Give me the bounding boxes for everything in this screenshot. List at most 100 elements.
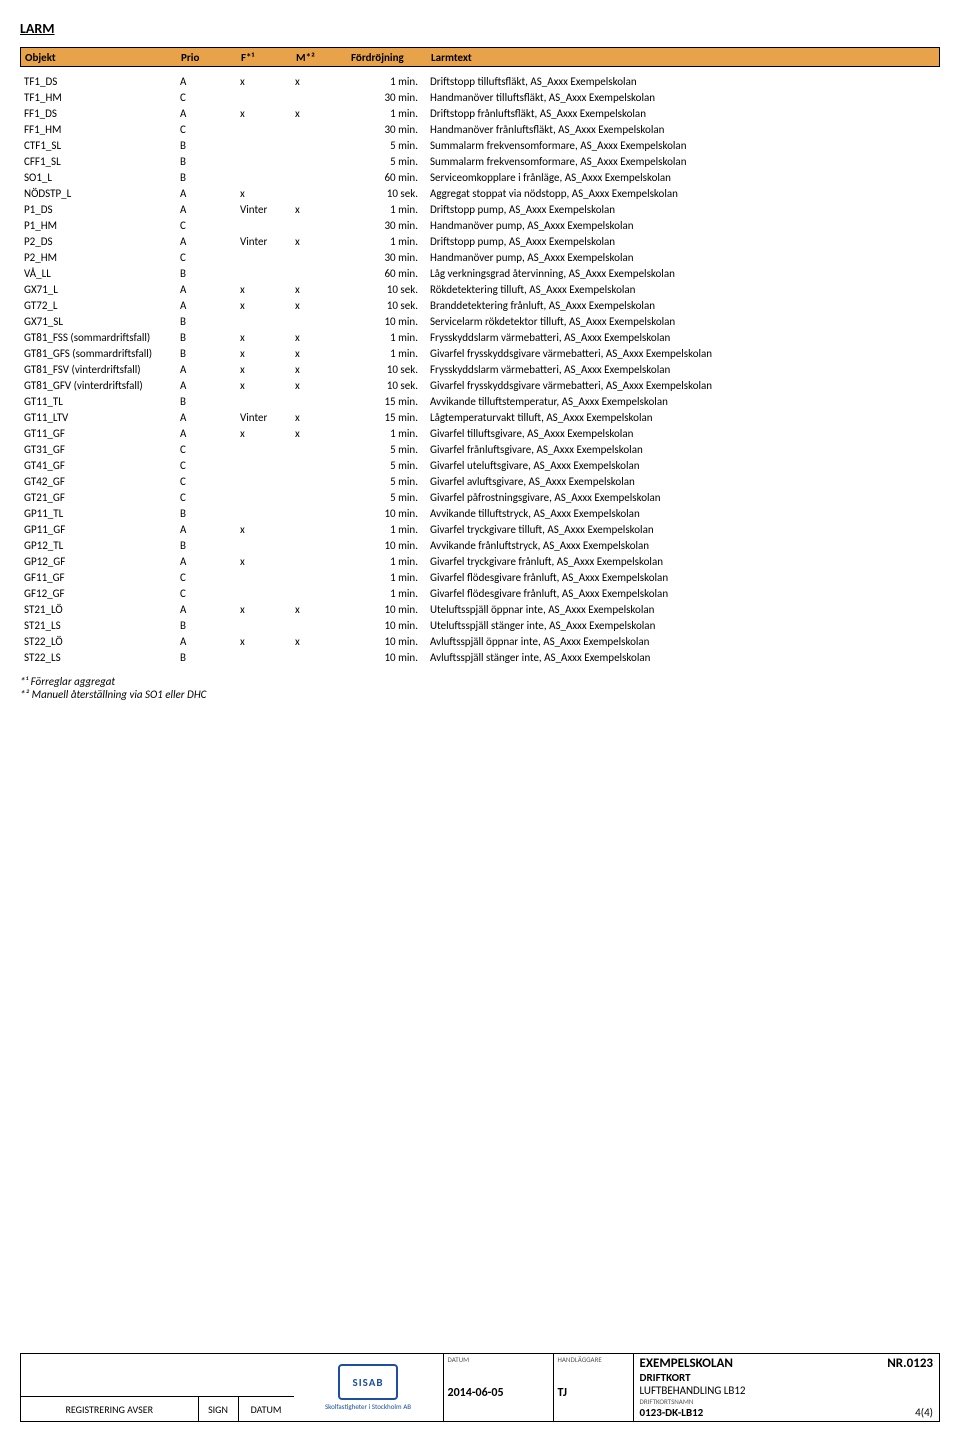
footer-sub2: LUFTBEHANDLING LB12	[640, 1384, 933, 1397]
cell-ford: 60 min.	[350, 267, 430, 280]
cell-f: x	[240, 75, 295, 88]
table-row: CFF1_SLB5 min.Summalarm frekvensomformar…	[20, 153, 940, 169]
cell-prio: A	[180, 187, 240, 200]
cell-ford: 1 min.	[350, 75, 430, 88]
cell-ford: 15 min.	[350, 395, 430, 408]
cell-m: x	[295, 331, 350, 344]
cell-f: x	[240, 427, 295, 440]
table-body: TF1_DSAxx1 min.Driftstopp tilluftsfläkt,…	[20, 73, 940, 665]
cell-m: x	[295, 235, 350, 248]
table-row: ST22_LÖAxx10 min.Avluftsspjäll öppnar in…	[20, 633, 940, 649]
cell-objekt: P2_DS	[20, 235, 180, 248]
cell-objekt: TF1_HM	[20, 91, 180, 104]
cell-f: x	[240, 299, 295, 312]
cell-f: x	[240, 379, 295, 392]
cell-m: x	[295, 603, 350, 616]
cell-larm: Uteluftsspjäll öppnar inte, AS_Axxx Exem…	[430, 603, 940, 616]
cell-m: x	[295, 107, 350, 120]
header-f: F*¹	[241, 51, 296, 64]
cell-larm: Givarfel tryckgivare frånluft, AS_Axxx E…	[430, 555, 940, 568]
cell-prio: C	[180, 123, 240, 136]
cell-prio: B	[180, 347, 240, 360]
footer-datum-col: DATUM 2014-06-05	[444, 1354, 554, 1421]
header-prio: Prio	[181, 51, 241, 64]
cell-larm: Handmanöver tilluftsfläkt, AS_Axxx Exemp…	[430, 91, 940, 104]
cell-f: x	[240, 331, 295, 344]
cell-objekt: VÅ_LL	[20, 267, 180, 280]
cell-f: x	[240, 363, 295, 376]
cell-larm: Servicelarm rökdetektor tilluft, AS_Axxx…	[430, 315, 940, 328]
cell-larm: Serviceomkopplare i frånläge, AS_Axxx Ex…	[430, 171, 940, 184]
cell-ford: 10 sek.	[350, 187, 430, 200]
cell-objekt: ST22_LS	[20, 651, 180, 664]
cell-larm: Givarfel frysskyddsgivare värmebatteri, …	[430, 379, 940, 392]
cell-larm: Frysskyddslarm värmebatteri, AS_Axxx Exe…	[430, 363, 940, 376]
cell-prio: B	[180, 139, 240, 152]
cell-ford: 10 min.	[350, 635, 430, 648]
cell-m: x	[295, 203, 350, 216]
cell-objekt: ST22_LÖ	[20, 635, 180, 648]
cell-prio: C	[180, 219, 240, 232]
table-row: TF1_HMC30 min.Handmanöver tilluftsfläkt,…	[20, 89, 940, 105]
cell-f: Vinter	[240, 411, 295, 424]
cell-larm: Driftstopp pump, AS_Axxx Exempelskolan	[430, 235, 940, 248]
cell-objekt: GT72_L	[20, 299, 180, 312]
cell-m: x	[295, 283, 350, 296]
cell-larm: Driftstopp tilluftsfläkt, AS_Axxx Exempe…	[430, 75, 940, 88]
cell-objekt: GP12_GF	[20, 555, 180, 568]
cell-ford: 30 min.	[350, 251, 430, 264]
cell-ford: 10 sek.	[350, 363, 430, 376]
cell-ford: 1 min.	[350, 347, 430, 360]
cell-ford: 10 min.	[350, 603, 430, 616]
cell-prio: B	[180, 539, 240, 552]
footnote-1: *¹ Förreglar aggregat	[20, 675, 940, 688]
dk-label: DRIFTKORTSNAMN	[640, 1397, 933, 1406]
cell-prio: A	[180, 203, 240, 216]
cell-larm: Handmanöver frånluftsfläkt, AS_Axxx Exem…	[430, 123, 940, 136]
cell-objekt: P1_DS	[20, 203, 180, 216]
table-row: ST21_LSB10 min.Uteluftsspjäll stänger in…	[20, 617, 940, 633]
cell-ford: 1 min.	[350, 555, 430, 568]
cell-prio: C	[180, 571, 240, 584]
cell-prio: A	[180, 555, 240, 568]
cell-prio: B	[180, 155, 240, 168]
cell-objekt: P1_HM	[20, 219, 180, 232]
cell-objekt: CFF1_SL	[20, 155, 180, 168]
table-row: FF1_DSAxx1 min.Driftstopp frånluftsfläkt…	[20, 105, 940, 121]
cell-ford: 10 sek.	[350, 379, 430, 392]
table-row: GP11_GFAx1 min.Givarfel tryckgivare till…	[20, 521, 940, 537]
table-row: P1_DSAVinterx1 min.Driftstopp pump, AS_A…	[20, 201, 940, 217]
cell-prio: A	[180, 235, 240, 248]
header-ford: Fördröjning	[351, 51, 431, 64]
cell-larm: Givarfel frånluftsgivare, AS_Axxx Exempe…	[430, 443, 940, 456]
header-larm: Larmtext	[431, 51, 939, 64]
cell-objekt: GT21_GF	[20, 491, 180, 504]
cell-prio: B	[180, 651, 240, 664]
cell-larm: Handmanöver pump, AS_Axxx Exempelskolan	[430, 251, 940, 264]
cell-larm: Givarfel tilluftsgivare, AS_Axxx Exempel…	[430, 427, 940, 440]
cell-prio: C	[180, 459, 240, 472]
cell-objekt: GP11_GF	[20, 523, 180, 536]
cell-ford: 5 min.	[350, 443, 430, 456]
dk-value: 0123-DK-LB12	[640, 1406, 704, 1419]
cell-prio: A	[180, 283, 240, 296]
datum-col-label: DATUM	[444, 1354, 553, 1365]
cell-larm: Aggregat stoppat via nödstopp, AS_Axxx E…	[430, 187, 940, 200]
cell-objekt: TF1_DS	[20, 75, 180, 88]
logo-subtitle: Skolfastigheter i Stockholm AB	[325, 1402, 411, 1411]
table-row: GT41_GFC5 min.Givarfel uteluftsgivare, A…	[20, 457, 940, 473]
cell-f: Vinter	[240, 235, 295, 248]
table-row: GP11_TLB10 min.Avvikande tilluftstryck, …	[20, 505, 940, 521]
datum-value: 2014-06-05	[444, 1365, 553, 1421]
cell-larm: Summalarm frekvensomformare, AS_Axxx Exe…	[430, 139, 940, 152]
table-header: Objekt Prio F*¹ M*² Fördröjning Larmtext	[20, 47, 940, 67]
cell-larm: Givarfel frysskyddsgivare värmebatteri, …	[430, 347, 940, 360]
cell-prio: A	[180, 107, 240, 120]
cell-larm: Driftstopp pump, AS_Axxx Exempelskolan	[430, 203, 940, 216]
cell-objekt: GF12_GF	[20, 587, 180, 600]
cell-ford: 5 min.	[350, 491, 430, 504]
cell-prio: B	[180, 171, 240, 184]
table-row: GT11_TLB15 min.Avvikande tilluftstempera…	[20, 393, 940, 409]
cell-ford: 5 min.	[350, 459, 430, 472]
cell-m: x	[295, 379, 350, 392]
